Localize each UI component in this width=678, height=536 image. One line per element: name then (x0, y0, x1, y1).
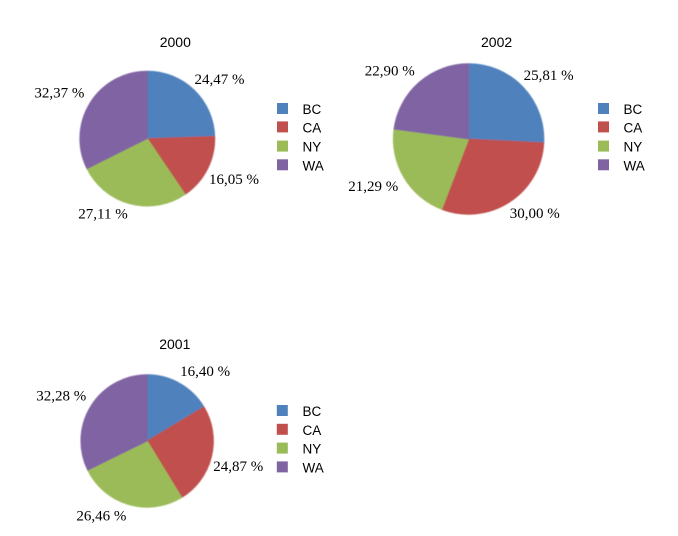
svg-text:WA: WA (303, 158, 324, 173)
svg-text:CA: CA (303, 423, 322, 438)
svg-text:26,46 %: 26,46 % (76, 509, 126, 525)
svg-text:NY: NY (303, 442, 322, 457)
svg-text:22,90 %: 22,90 % (365, 64, 415, 80)
svg-text:2001: 2001 (159, 336, 190, 352)
svg-text:2000: 2000 (160, 34, 191, 50)
svg-text:32,28 %: 32,28 % (36, 388, 86, 404)
svg-text:24,47 %: 24,47 % (195, 72, 245, 88)
svg-text:16,05 %: 16,05 % (209, 172, 259, 188)
svg-text:WA: WA (624, 158, 645, 173)
svg-text:32,37 %: 32,37 % (34, 86, 84, 102)
svg-text:21,29 %: 21,29 % (348, 179, 398, 195)
svg-text:CA: CA (303, 120, 322, 135)
svg-text:30,00 %: 30,00 % (510, 206, 560, 222)
svg-text:27,11 %: 27,11 % (78, 207, 127, 223)
svg-text:CA: CA (624, 120, 643, 135)
svg-text:NY: NY (624, 140, 643, 155)
svg-text:BC: BC (624, 102, 643, 117)
svg-text:WA: WA (303, 460, 324, 475)
svg-text:NY: NY (303, 140, 322, 155)
svg-text:24,87 %: 24,87 % (213, 459, 263, 475)
svg-text:BC: BC (303, 102, 322, 117)
svg-text:25,81 %: 25,81 % (524, 68, 574, 84)
svg-text:BC: BC (303, 404, 322, 419)
svg-text:16,40 %: 16,40 % (180, 364, 230, 380)
svg-text:2002: 2002 (481, 34, 512, 50)
